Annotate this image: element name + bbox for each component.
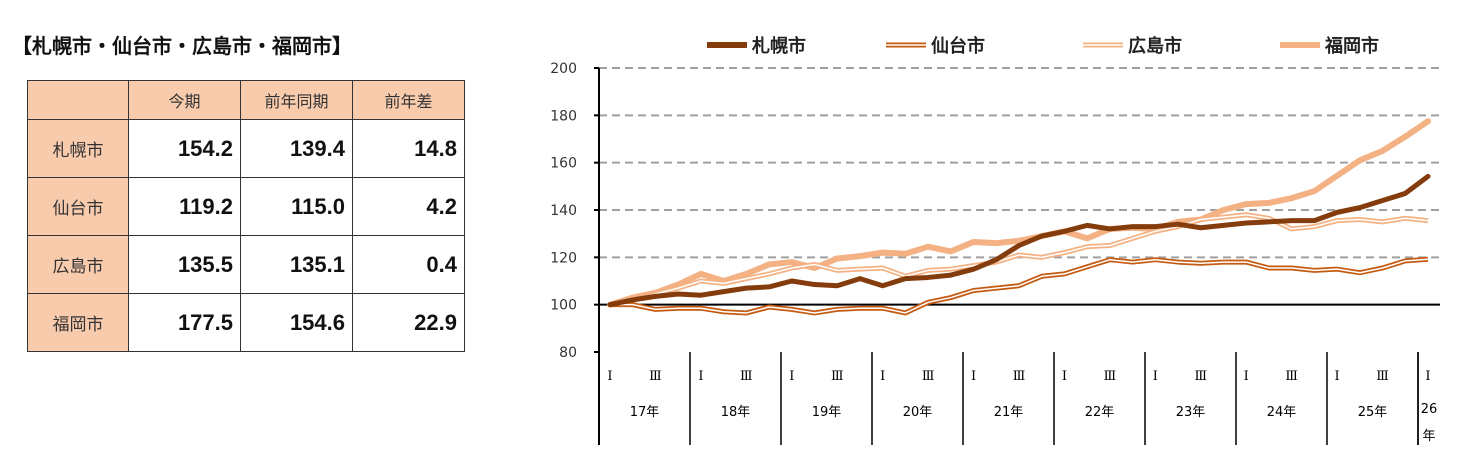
quarter-label: Ⅲ (1195, 369, 1208, 384)
cell: 135.5 (128, 235, 241, 294)
cell: 177.5 (128, 293, 241, 352)
cell: 139.4 (240, 119, 353, 178)
header-diff: 前年差 (352, 80, 465, 120)
year-label: 20年 (903, 405, 933, 420)
quarter-label: Ⅰ (971, 369, 976, 384)
quarter-label: Ⅰ (1425, 369, 1430, 384)
quarter-label: Ⅲ (740, 369, 753, 384)
year-label: 25年 (1358, 405, 1388, 420)
quarter-label: Ⅲ (922, 369, 935, 384)
year-label: 21年 (994, 405, 1024, 420)
cell: 119.2 (128, 177, 241, 236)
quarter-label: Ⅲ (1104, 369, 1117, 384)
table-row: 仙台市 119.2 115.0 4.2 (27, 177, 465, 236)
quarter-label: Ⅲ (649, 369, 662, 384)
cell: 0.4 (352, 235, 465, 294)
cell: 135.1 (240, 235, 353, 294)
row-city: 札幌市 (27, 119, 129, 178)
row-city: 仙台市 (27, 177, 129, 236)
cell: 4.2 (352, 177, 465, 236)
legend-label: 仙台市 (931, 35, 985, 57)
series-line-1-inner (610, 258, 1429, 314)
year-label: 22年 (1085, 405, 1115, 420)
legend-label: 札幌市 (751, 35, 806, 57)
quarter-label: Ⅰ (607, 369, 612, 384)
series-line-3 (607, 118, 1431, 308)
year-label: 24年 (1267, 405, 1297, 420)
table-row: 福岡市 177.5 154.6 22.9 (27, 293, 465, 352)
quarter-label: Ⅲ (831, 369, 844, 384)
year-label: 17年 (630, 405, 660, 420)
quarter-label: Ⅲ (1376, 369, 1389, 384)
quarter-label: Ⅰ (1153, 369, 1158, 384)
quarter-label: Ⅰ (880, 369, 885, 384)
quarter-label: Ⅲ (1013, 369, 1026, 384)
table-row: 札幌市 154.2 139.4 14.8 (27, 119, 465, 178)
header-blank (27, 80, 129, 120)
y-tick-label: 120 (550, 250, 577, 266)
table-header-row: 今期 前年同期 前年差 (27, 80, 465, 120)
quarter-label: Ⅰ (1335, 369, 1340, 384)
y-tick-label: 180 (550, 108, 577, 124)
summary-table: 今期 前年同期 前年差 札幌市 154.2 139.4 14.8 仙台市 119.2 11… (27, 80, 465, 352)
quarter-label: Ⅰ (1062, 369, 1067, 384)
cell: 22.9 (352, 293, 465, 352)
quarter-label: Ⅰ (698, 369, 703, 384)
y-tick-label: 200 (550, 61, 577, 77)
series-line-2-inner (609, 213, 1429, 306)
legend-label: 福岡市 (1324, 35, 1379, 57)
quarter-label: Ⅰ (789, 369, 794, 384)
year-label: 18年 (721, 405, 751, 420)
year-label-26: 26年 (1420, 402, 1438, 444)
series-line-0 (607, 173, 1431, 308)
quarter-label: Ⅰ (1244, 369, 1249, 384)
legend-label: 広島市 (1128, 35, 1182, 57)
y-tick-label: 160 (550, 156, 577, 172)
page-title: 【札幌市・仙台市・広島市・福岡市】 (12, 34, 352, 58)
y-tick-label: 80 (559, 345, 577, 361)
y-tick-label: 140 (550, 203, 577, 219)
cell: 115.0 (240, 177, 353, 236)
cell: 14.8 (352, 119, 465, 178)
year-label: 19年 (812, 405, 842, 420)
y-tick-label: 100 (550, 298, 577, 314)
quarter-label: Ⅲ (1285, 369, 1298, 384)
row-city: 福岡市 (27, 293, 129, 352)
year-label: 23年 (1176, 405, 1206, 420)
